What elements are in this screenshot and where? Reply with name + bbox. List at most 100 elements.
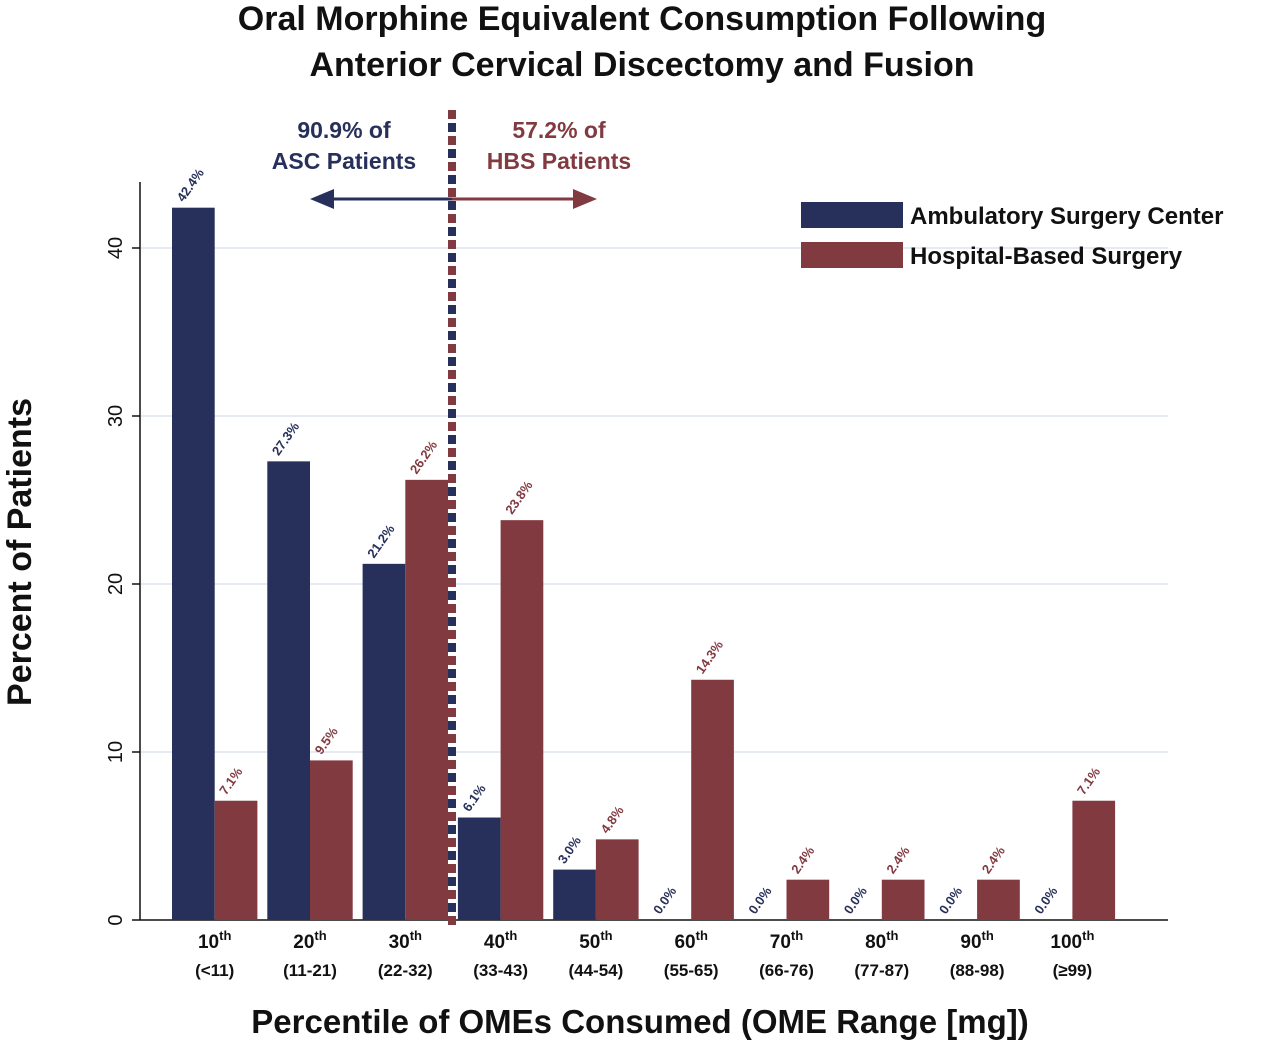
divider-dash [448, 253, 456, 262]
divider-dash [448, 643, 456, 652]
y-tick-label-30: 30 [105, 405, 127, 427]
bar-hbs-5 [595, 839, 639, 920]
category-superscript: th [982, 928, 994, 943]
divider-dash [448, 890, 456, 899]
divider-dash [448, 786, 456, 795]
category-superscript: th [791, 928, 803, 943]
bar-hbs-7 [786, 879, 830, 920]
bar-hbs-1 [214, 800, 258, 920]
divider-dash [448, 721, 456, 730]
category-superscript: th [886, 928, 898, 943]
divider-dash [448, 266, 456, 275]
category-label-40: 40th [484, 928, 517, 953]
category-label-80: 80th [865, 928, 898, 953]
asc-annotation-line-2: ASC Patients [272, 148, 416, 174]
bar-hbs-8 [881, 879, 925, 920]
category-range-20: (11-21) [283, 961, 337, 980]
category-percentile: 50 [579, 932, 600, 953]
divider-dash [448, 110, 456, 119]
asc-arrow-head [310, 189, 334, 209]
y-tick-label-0: 0 [105, 914, 127, 925]
bar-hbs-6 [691, 679, 734, 920]
divider-dash [448, 656, 456, 665]
y-axis-label: Percent of Patients [1, 398, 39, 706]
chart-title-line-2: Anterior Cervical Discectomy and Fusion [309, 46, 974, 84]
category-range-10: (<11) [195, 961, 234, 980]
divider-dash [448, 136, 456, 145]
chart-title-line-1: Oral Morphine Equivalent Consumption Fol… [238, 0, 1046, 38]
divider-dash [448, 214, 456, 223]
category-range-80: (77-87) [854, 961, 909, 980]
category-range-100: (≥99) [1053, 961, 1093, 980]
category-percentile: 100 [1050, 932, 1082, 953]
divider-dash [448, 630, 456, 639]
divider-dash [448, 396, 456, 405]
category-superscript: th [696, 928, 708, 943]
divider-dash [448, 370, 456, 379]
divider-dash [448, 383, 456, 392]
category-range-70: (66-76) [759, 961, 814, 980]
category-superscript: th [410, 928, 422, 943]
divider-dash [448, 357, 456, 366]
divider-dash [448, 474, 456, 483]
asc-annotation-line-1: 90.9% of [297, 117, 391, 143]
divider-dash [448, 149, 456, 158]
divider-dash [448, 422, 456, 431]
hbs-annotation-line-2: HBS Patients [487, 148, 631, 174]
divider-dash [448, 773, 456, 782]
divider-dash [448, 188, 456, 197]
category-superscript: th [219, 928, 231, 943]
divider-dash [448, 461, 456, 470]
legend-label-hbs: Hospital-Based Surgery [910, 243, 1183, 270]
divider-dash [448, 669, 456, 678]
legend-label-asc: Ambulatory Surgery Center [910, 203, 1223, 230]
divider-dash [448, 435, 456, 444]
bar-hbs-4 [500, 520, 544, 920]
category-range-40: (33-43) [473, 961, 528, 980]
divider-dash [448, 162, 456, 171]
category-percentile: 40 [484, 932, 505, 953]
category-superscript: th [1082, 928, 1094, 943]
category-percentile: 10 [198, 932, 219, 953]
category-label-90: 90th [960, 928, 993, 953]
category-percentile: 70 [770, 932, 791, 953]
divider-dash [448, 877, 456, 886]
category-label-70: 70th [770, 928, 803, 953]
bar-asc-4 [457, 817, 501, 920]
bar-hbs-10 [1072, 800, 1116, 920]
y-tick-label-40: 40 [105, 237, 127, 259]
divider-dash [448, 708, 456, 717]
category-superscript: th [505, 928, 517, 943]
divider-dash [448, 175, 456, 184]
divider-dash [448, 916, 456, 925]
divider-dash [448, 591, 456, 600]
divider-dash [448, 565, 456, 574]
category-range-30: (22-32) [378, 961, 433, 980]
hbs-annotation-line-1: 57.2% of [512, 117, 606, 143]
divider-dash [448, 552, 456, 561]
divider-dash [448, 760, 456, 769]
divider-dash [448, 318, 456, 327]
divider-dash [448, 409, 456, 418]
y-tick-label-20: 20 [105, 573, 127, 595]
divider-dash [448, 240, 456, 249]
legend-swatch-hbs [801, 242, 903, 268]
divider-dash [448, 812, 456, 821]
category-range-60: (55-65) [664, 961, 719, 980]
divider-dash [448, 539, 456, 548]
divider-dash [448, 851, 456, 860]
category-percentile: 60 [674, 932, 695, 953]
bar-hbs-3 [405, 479, 448, 920]
divider-dash [448, 292, 456, 301]
divider-dash [448, 331, 456, 340]
category-label-10: 10th [198, 928, 231, 953]
category-percentile: 80 [865, 932, 886, 953]
divider-dash [448, 799, 456, 808]
category-range-90: (88-98) [950, 961, 1005, 980]
category-percentile: 30 [389, 932, 410, 953]
divider-dash [448, 903, 456, 912]
divider-dash [448, 448, 456, 457]
divider-dash [448, 279, 456, 288]
